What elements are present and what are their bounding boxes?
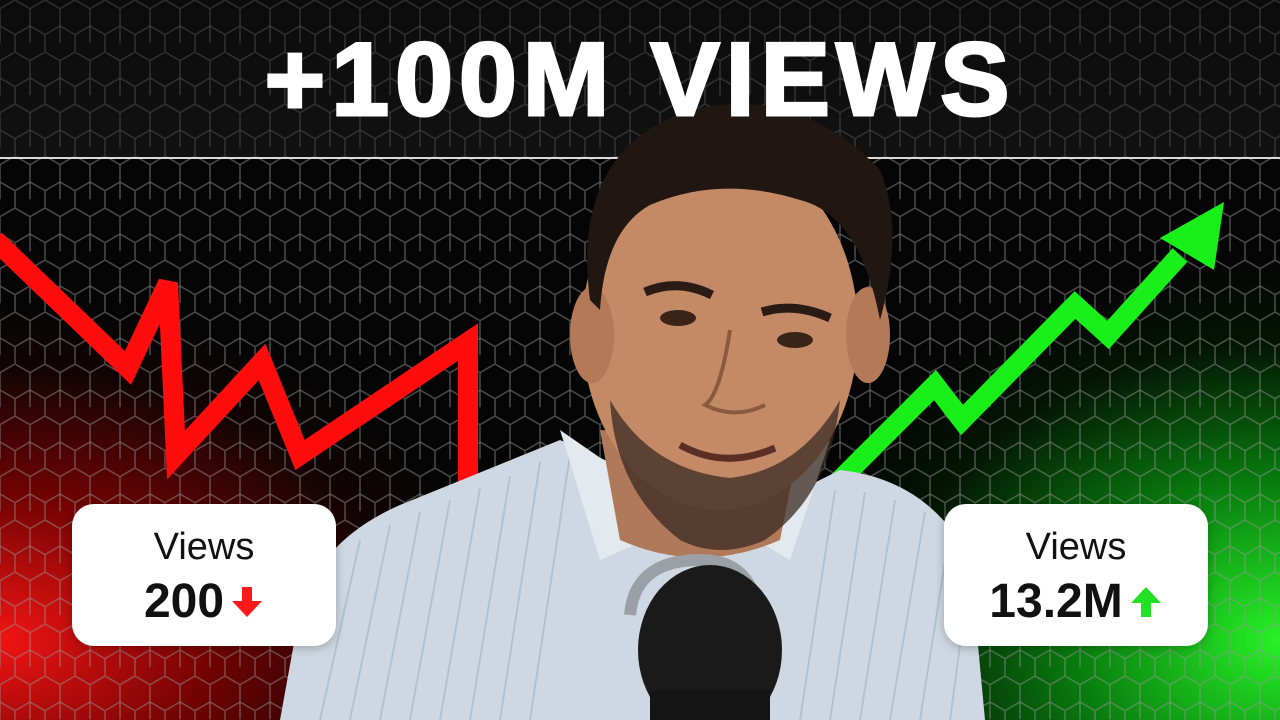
views-value-high: 13.2M bbox=[989, 575, 1123, 628]
title-band bbox=[0, 0, 1280, 158]
views-label: Views bbox=[153, 526, 255, 568]
views-value-low: 200 bbox=[143, 575, 225, 628]
views-card-high: Views 13.2M bbox=[944, 504, 1208, 646]
views-label: Views bbox=[1025, 526, 1127, 568]
headline-title: +100M VIEWS bbox=[263, 22, 1016, 138]
arrow-up-icon bbox=[1130, 586, 1161, 617]
title-band-pattern bbox=[0, 0, 1280, 158]
views-card-low: Views 200 bbox=[72, 504, 336, 646]
views-value-row: 13.2M bbox=[944, 574, 1208, 629]
views-value-row: 200 bbox=[72, 574, 336, 629]
rising-arrowhead-icon bbox=[1160, 202, 1224, 270]
arrow-down-icon bbox=[232, 586, 263, 617]
